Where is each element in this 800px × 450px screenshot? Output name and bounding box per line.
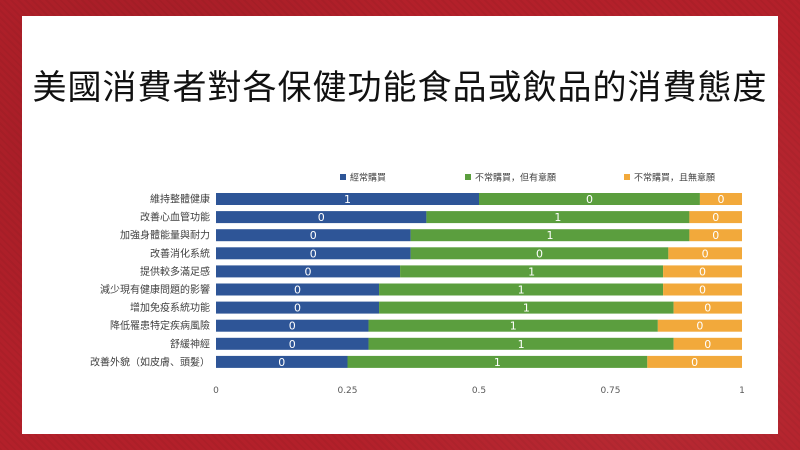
legend-swatch-2	[624, 174, 630, 180]
bar-1-5	[379, 283, 664, 296]
x-tick-label-3: 0.75	[600, 386, 620, 396]
x-tick-label-1: 0.25	[337, 386, 357, 396]
data-label-1-2: 1	[547, 229, 554, 242]
data-label-1-3: 0	[536, 247, 543, 260]
category-label-7: 降低罹患特定疾病風險	[110, 319, 210, 332]
data-label-1-5: 1	[518, 284, 525, 297]
bar-2-8	[673, 337, 742, 350]
data-label-2-5: 0	[699, 284, 706, 297]
bar-1-0	[479, 193, 700, 205]
data-label-2-0: 0	[717, 193, 724, 206]
data-label-1-6: 1	[523, 302, 530, 315]
bar-2-9	[647, 355, 742, 368]
data-label-0-0: 1	[344, 193, 351, 206]
bar-1-9	[347, 355, 648, 368]
bar-2-0	[699, 193, 742, 205]
legend-label-1: 不常購買，但有意願	[475, 172, 556, 184]
category-label-2: 加強身體能量與耐力	[120, 229, 210, 242]
data-label-0-6: 0	[294, 302, 301, 315]
bar-0-2	[216, 229, 411, 242]
category-label-0: 維持整體健康	[150, 193, 210, 206]
category-label-9: 改善外貌（如皮膚、頭髮）	[90, 355, 210, 368]
data-label-2-2: 0	[712, 229, 719, 242]
category-label-3: 改善消化系統	[150, 247, 210, 260]
category-label-4: 提供較多滿足感	[140, 265, 210, 278]
data-label-0-8: 0	[289, 338, 296, 351]
bar-2-6	[673, 301, 742, 314]
data-label-1-7: 1	[510, 320, 517, 333]
bar-0-6	[216, 301, 380, 314]
bar-2-5	[663, 283, 742, 296]
bar-0-9	[216, 355, 348, 368]
bar-1-8	[368, 337, 674, 350]
data-label-0-4: 0	[305, 265, 312, 278]
bar-2-3	[668, 247, 742, 260]
legend-label-0: 經常購買	[350, 172, 386, 184]
bar-0-3	[216, 247, 411, 260]
category-label-6: 增加免疫系統功能	[130, 301, 210, 314]
legend-swatch-1	[465, 174, 471, 180]
bar-0-5	[216, 283, 380, 296]
bar-0-4	[216, 265, 401, 278]
bar-0-8	[216, 337, 369, 350]
data-label-2-4: 0	[699, 265, 706, 278]
bar-1-7	[368, 319, 658, 332]
bar-2-4	[663, 265, 742, 278]
data-label-0-1: 0	[318, 211, 325, 224]
x-tick-label-2: 0.5	[472, 386, 486, 396]
legend-swatch-0	[340, 174, 346, 180]
category-label-8: 舒緩神經	[170, 337, 210, 350]
bar-0-1	[216, 211, 427, 224]
x-tick-label-0: 0	[213, 386, 219, 396]
slide-title: 美國消費者對各保健功能食品或飲品的消費態度	[32, 68, 768, 108]
data-label-0-2: 0	[310, 229, 317, 242]
data-label-2-3: 0	[702, 247, 709, 260]
data-label-2-6: 0	[704, 302, 711, 315]
legend-label-2: 不常購買，且無意願	[634, 172, 715, 184]
data-label-0-3: 0	[310, 247, 317, 260]
data-label-1-8: 1	[518, 338, 525, 351]
data-label-2-8: 0	[704, 338, 711, 351]
bar-1-4	[400, 265, 664, 278]
bar-1-1	[426, 211, 690, 224]
data-label-1-4: 1	[528, 265, 535, 278]
slide: 美國消費者對各保健功能食品或飲品的消費態度 經常購買 不常購買，但有意願 不常購買，…	[22, 16, 778, 434]
category-label-1: 改善心血管功能	[140, 211, 210, 224]
data-label-0-5: 0	[294, 284, 301, 297]
data-label-1-0: 0	[586, 193, 593, 206]
data-label-1-9: 1	[494, 356, 501, 369]
data-label-2-9: 0	[691, 356, 698, 369]
bar-2-7	[657, 319, 742, 332]
bar-1-6	[379, 301, 674, 314]
x-tick-label-4: 1	[739, 386, 745, 396]
bar-1-2	[410, 229, 690, 242]
data-label-0-7: 0	[289, 320, 296, 333]
bar-2-2	[689, 229, 742, 242]
bar-0-7	[216, 319, 369, 332]
bar-0-0	[216, 193, 479, 205]
data-label-1-1: 1	[554, 211, 561, 224]
data-label-2-7: 0	[696, 320, 703, 333]
category-label-5: 減少現有健康問題的影響	[100, 283, 210, 296]
data-label-2-1: 0	[712, 211, 719, 224]
bar-2-1	[689, 211, 742, 224]
bar-1-3	[410, 247, 669, 260]
data-label-0-9: 0	[278, 356, 285, 369]
